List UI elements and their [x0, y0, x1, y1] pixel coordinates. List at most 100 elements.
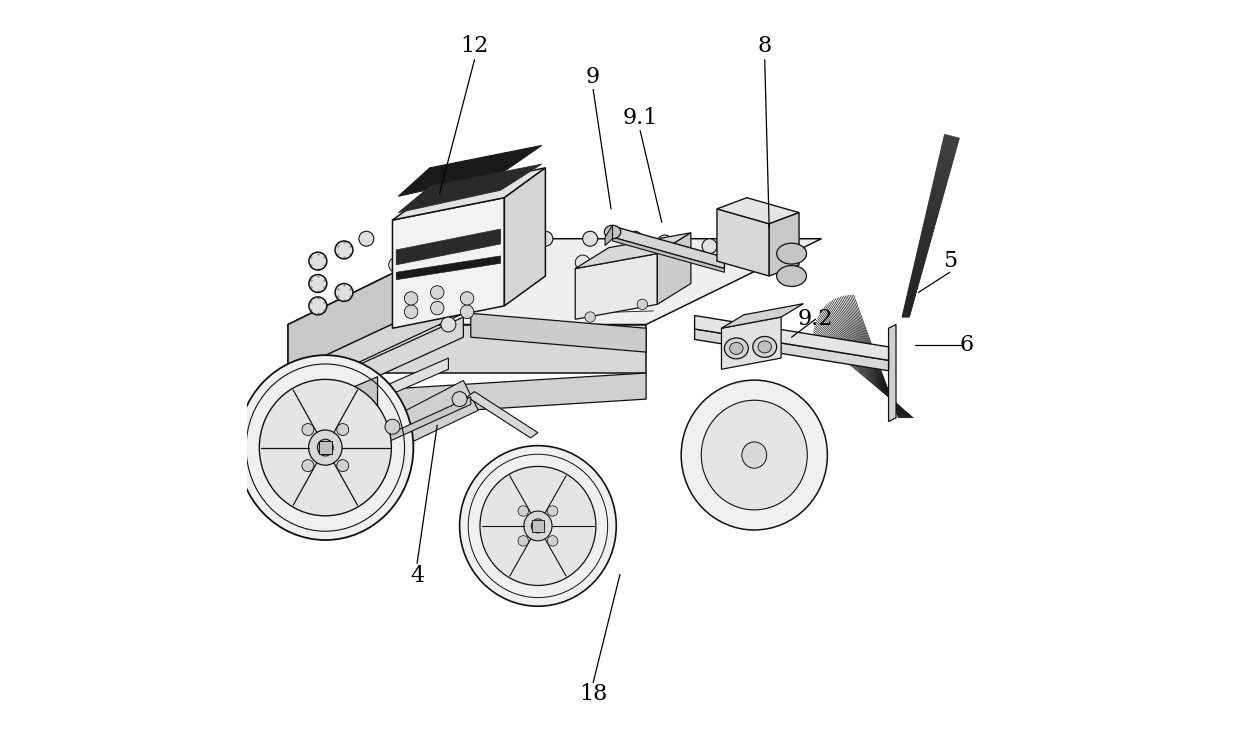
Ellipse shape — [776, 243, 806, 264]
Circle shape — [791, 246, 806, 261]
Polygon shape — [389, 397, 471, 442]
Text: 12: 12 — [460, 35, 489, 57]
Polygon shape — [694, 329, 889, 371]
Circle shape — [309, 297, 327, 315]
Circle shape — [384, 419, 401, 434]
Circle shape — [404, 231, 419, 246]
Circle shape — [453, 392, 467, 407]
Circle shape — [518, 536, 528, 546]
Circle shape — [642, 265, 657, 280]
Circle shape — [337, 424, 348, 436]
Circle shape — [309, 275, 327, 292]
Ellipse shape — [753, 336, 776, 357]
Ellipse shape — [460, 445, 616, 606]
Ellipse shape — [604, 225, 621, 239]
Polygon shape — [377, 380, 479, 451]
Circle shape — [479, 246, 494, 261]
Polygon shape — [575, 233, 691, 269]
Polygon shape — [351, 377, 377, 451]
Text: 5: 5 — [942, 250, 957, 272]
Polygon shape — [575, 254, 657, 319]
Text: 4: 4 — [410, 565, 424, 587]
Circle shape — [358, 231, 373, 246]
Polygon shape — [288, 325, 646, 373]
Ellipse shape — [531, 519, 544, 533]
Polygon shape — [657, 233, 691, 304]
Circle shape — [404, 292, 418, 305]
Polygon shape — [398, 145, 542, 196]
Text: 9: 9 — [587, 66, 600, 88]
Ellipse shape — [724, 338, 748, 359]
Circle shape — [518, 506, 528, 516]
Polygon shape — [694, 316, 889, 360]
Polygon shape — [613, 226, 724, 269]
Circle shape — [657, 235, 672, 250]
Circle shape — [583, 231, 598, 246]
Polygon shape — [467, 392, 538, 438]
Circle shape — [460, 305, 474, 319]
Polygon shape — [471, 313, 646, 352]
Circle shape — [449, 231, 464, 246]
Circle shape — [335, 241, 353, 259]
Polygon shape — [291, 317, 464, 416]
Polygon shape — [717, 209, 769, 276]
Polygon shape — [397, 256, 501, 280]
Circle shape — [702, 239, 717, 254]
Circle shape — [430, 301, 444, 315]
Bar — [532, 520, 544, 532]
Polygon shape — [288, 239, 464, 373]
Circle shape — [441, 317, 456, 332]
Ellipse shape — [742, 442, 766, 468]
Polygon shape — [288, 291, 464, 395]
Ellipse shape — [776, 266, 806, 286]
Polygon shape — [613, 237, 724, 272]
Circle shape — [389, 257, 404, 272]
Polygon shape — [393, 168, 546, 220]
Circle shape — [637, 299, 647, 310]
Circle shape — [538, 231, 553, 246]
Ellipse shape — [237, 355, 413, 540]
Circle shape — [337, 460, 348, 471]
Bar — [319, 441, 332, 454]
Polygon shape — [769, 213, 799, 276]
Circle shape — [460, 292, 474, 305]
Ellipse shape — [309, 430, 342, 466]
Circle shape — [309, 252, 327, 270]
Circle shape — [547, 536, 558, 546]
Ellipse shape — [681, 380, 827, 530]
Ellipse shape — [729, 342, 743, 354]
Polygon shape — [288, 373, 646, 421]
Circle shape — [430, 286, 444, 299]
Polygon shape — [397, 229, 501, 265]
Polygon shape — [722, 317, 781, 369]
Text: 18: 18 — [579, 683, 608, 705]
Ellipse shape — [259, 380, 392, 515]
Ellipse shape — [702, 400, 807, 510]
Ellipse shape — [758, 341, 771, 353]
Circle shape — [585, 312, 595, 322]
Circle shape — [575, 255, 590, 270]
Circle shape — [301, 424, 314, 436]
Polygon shape — [889, 325, 897, 421]
Polygon shape — [329, 358, 449, 421]
Polygon shape — [722, 304, 804, 328]
Polygon shape — [398, 164, 542, 213]
Polygon shape — [505, 168, 546, 306]
Circle shape — [335, 283, 353, 301]
Text: 9.1: 9.1 — [622, 107, 658, 129]
Circle shape — [404, 305, 418, 319]
Ellipse shape — [480, 466, 596, 586]
Polygon shape — [605, 225, 613, 245]
Polygon shape — [277, 373, 288, 476]
Ellipse shape — [317, 439, 334, 456]
Circle shape — [301, 460, 314, 471]
Polygon shape — [717, 198, 799, 224]
Circle shape — [627, 231, 642, 246]
Text: 8: 8 — [758, 35, 771, 57]
Ellipse shape — [523, 511, 552, 541]
Polygon shape — [288, 239, 821, 325]
Circle shape — [547, 506, 558, 516]
Polygon shape — [393, 198, 505, 328]
Text: 9.2: 9.2 — [797, 308, 833, 330]
Text: 6: 6 — [959, 333, 973, 356]
